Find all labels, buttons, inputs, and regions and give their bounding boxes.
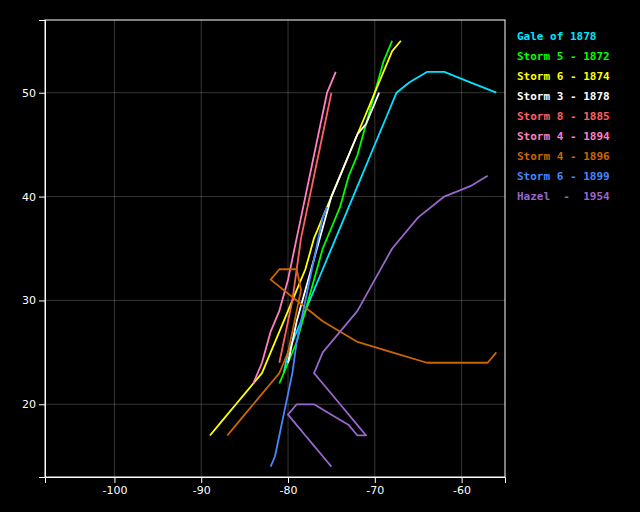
y-axis: 20 30 40 50	[22, 21, 46, 478]
x-tick: -70	[366, 477, 384, 497]
legend-entry: Storm 3 - 1878	[517, 90, 610, 103]
y-tick-mark	[39, 404, 45, 405]
plot-frame	[45, 20, 505, 477]
x-grid-line	[201, 20, 202, 477]
grid	[45, 20, 505, 477]
y-tick-label: 40	[22, 191, 36, 204]
x-tick: -90	[193, 477, 211, 497]
x-tick: -80	[280, 477, 298, 497]
y-tick-mark	[39, 197, 45, 198]
x-tick: -60	[453, 477, 471, 497]
x-tick-mark	[375, 477, 376, 483]
legend-entry: Gale of 1878	[517, 30, 596, 43]
legend-entry: Storm 6 - 1899	[517, 170, 610, 183]
y-tick: 40	[22, 191, 45, 204]
x-tick-label: -90	[193, 484, 211, 497]
x-tick-label: -60	[453, 484, 471, 497]
y-tick-label: 30	[22, 294, 36, 307]
legend-entry: Storm 6 - 1874	[517, 70, 610, 83]
y-grid-line	[45, 300, 505, 301]
legend: Gale of 1878 Storm 5 - 1872 Storm 6 - 1874…	[517, 30, 610, 203]
x-axis: -100 -90 -80 -70 -60	[46, 477, 506, 497]
tracks	[210, 41, 496, 467]
x-tick-mark	[288, 477, 289, 483]
plot: -100 -90 -80 -70 -60 20 30 40 50	[22, 20, 506, 497]
storm-track	[253, 72, 335, 384]
y-tick-label: 20	[22, 398, 36, 411]
chart: -100 -90 -80 -70 -60 20 30 40 50 Gale of 1878 Stor…	[0, 0, 640, 512]
x-tick-label: -70	[366, 484, 384, 497]
y-axis-line	[39, 21, 46, 478]
storm-track	[227, 269, 496, 435]
y-tick: 30	[22, 294, 45, 307]
x-tick: -100	[102, 477, 127, 497]
y-tick-label: 50	[22, 87, 36, 100]
storm-track	[210, 41, 401, 436]
legend-entry: Storm 4 - 1896	[517, 150, 610, 163]
y-grid-line	[45, 404, 505, 405]
x-grid-line	[461, 20, 462, 477]
x-grid-line	[114, 20, 115, 477]
x-tick-mark	[201, 477, 202, 483]
y-tick-mark	[39, 300, 45, 301]
y-tick-mark	[39, 93, 45, 94]
x-axis-line	[46, 478, 506, 484]
legend-entry: Storm 4 - 1894	[517, 130, 610, 143]
y-tick: 50	[22, 87, 45, 100]
storm-track	[284, 72, 497, 373]
legend-entry: Hazel - 1954	[517, 190, 610, 203]
x-grid-line	[288, 20, 289, 477]
x-tick-mark	[462, 477, 463, 483]
y-tick: 20	[22, 398, 45, 411]
storm-track	[288, 176, 488, 467]
y-grid-line	[45, 92, 505, 93]
legend-entry: Storm 5 - 1872	[517, 50, 610, 63]
x-tick-mark	[114, 477, 115, 483]
x-tick-label: -80	[280, 484, 298, 497]
y-grid-line	[45, 196, 505, 197]
legend-entry: Storm 8 - 1885	[517, 110, 610, 123]
x-tick-label: -100	[102, 484, 127, 497]
